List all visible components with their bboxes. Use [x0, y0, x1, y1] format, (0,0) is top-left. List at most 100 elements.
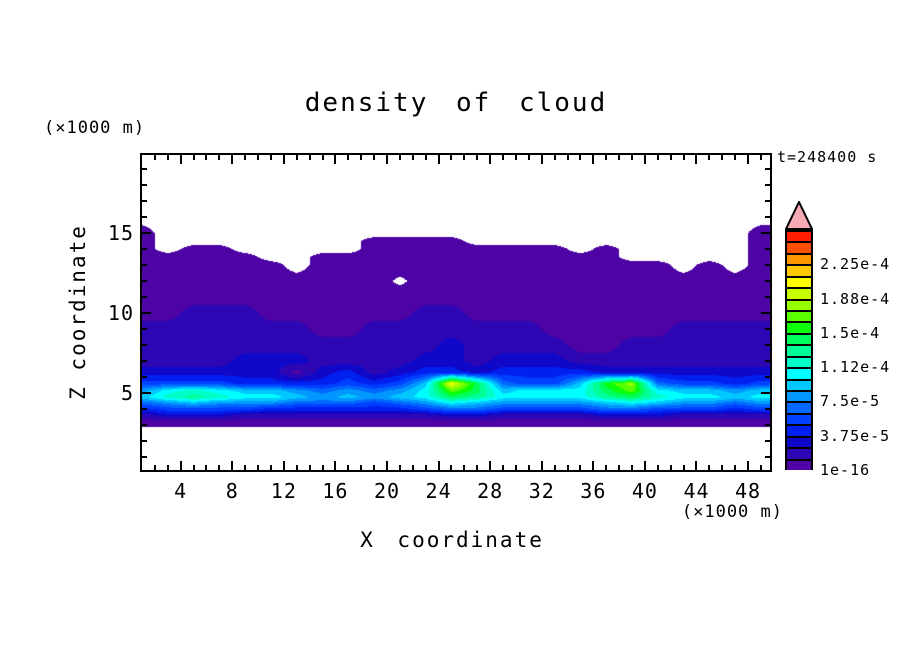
x-tick-label: 28	[477, 479, 504, 503]
y-minor-tick	[142, 440, 147, 443]
x-minor-tick	[257, 465, 260, 470]
contour-canvas	[142, 155, 770, 470]
x-major-tick	[695, 155, 698, 164]
x-minor-tick	[373, 155, 376, 160]
y-minor-tick	[142, 456, 147, 459]
x-major-tick	[643, 461, 646, 470]
x-axis-title: X coordinate	[360, 528, 544, 552]
x-tick-label: 20	[373, 479, 401, 503]
colorbar-cell	[787, 278, 811, 287]
x-minor-tick	[411, 465, 414, 470]
colorbar-cell	[787, 415, 811, 424]
x-minor-tick	[205, 465, 208, 470]
x-minor-tick	[631, 465, 634, 470]
y-major-tick	[761, 232, 770, 235]
x-minor-tick	[656, 465, 659, 470]
x-minor-tick	[321, 155, 324, 160]
x-minor-tick	[514, 465, 517, 470]
x-major-tick	[592, 461, 595, 470]
x-major-tick	[179, 155, 182, 164]
colorbar-cell	[787, 312, 811, 321]
x-minor-tick	[682, 155, 685, 160]
colorbar-cell	[787, 232, 811, 241]
x-major-tick	[282, 155, 285, 164]
y-minor-tick	[142, 408, 147, 411]
x-minor-tick	[347, 155, 350, 160]
x-minor-tick	[424, 155, 427, 160]
x-minor-tick	[398, 155, 401, 160]
x-minor-tick	[605, 155, 608, 160]
x-minor-tick	[153, 465, 156, 470]
x-major-tick	[334, 461, 337, 470]
x-major-tick	[489, 461, 492, 470]
colorbar-label: 1.12e-4	[820, 358, 891, 377]
plot-frame	[140, 153, 772, 472]
y-minor-tick	[765, 248, 770, 251]
x-minor-tick	[411, 155, 414, 160]
x-minor-tick	[205, 155, 208, 160]
x-minor-tick	[631, 155, 634, 160]
x-minor-tick	[269, 155, 272, 160]
colorbar-cell	[787, 438, 811, 447]
x-minor-tick	[257, 155, 260, 160]
y-minor-tick	[765, 328, 770, 331]
y-minor-tick	[765, 168, 770, 171]
x-tick-label: 12	[270, 479, 297, 503]
colorbar-cell	[787, 255, 811, 264]
x-minor-tick	[502, 155, 505, 160]
x-tick-label: 36	[580, 479, 607, 503]
x-tick-label: 40	[631, 479, 658, 503]
colorbar-cell	[787, 335, 811, 344]
chart-title: density of cloud	[304, 88, 608, 118]
x-minor-tick	[244, 465, 247, 470]
y-axis-title: Z coordinate	[66, 224, 90, 400]
colorbar-cell	[787, 403, 811, 413]
y-tick-label: 10	[107, 301, 134, 326]
x-minor-tick	[618, 155, 621, 160]
x-minor-tick	[514, 155, 517, 160]
x-minor-tick	[218, 465, 221, 470]
x-major-tick	[747, 155, 750, 164]
x-minor-tick	[669, 155, 672, 160]
x-major-tick	[231, 461, 234, 470]
x-minor-tick	[527, 465, 530, 470]
x-minor-tick	[721, 465, 724, 470]
x-minor-tick	[269, 465, 272, 470]
colorbar-cell	[787, 301, 811, 310]
y-minor-tick	[765, 264, 770, 267]
x-minor-tick	[476, 465, 479, 470]
colorbar-label: 1.88e-4	[820, 289, 891, 308]
colorbar-cell	[787, 426, 811, 436]
x-major-tick	[489, 155, 492, 164]
x-major-tick	[540, 461, 543, 470]
colorbar-cell	[787, 358, 811, 367]
x-minor-tick	[463, 155, 466, 160]
y-minor-tick	[142, 168, 147, 171]
y-major-tick	[761, 392, 770, 395]
colorbar-cell	[787, 369, 811, 379]
x-minor-tick	[373, 465, 376, 470]
colorbar-cell	[787, 289, 811, 299]
x-minor-tick	[360, 465, 363, 470]
x-minor-tick	[308, 465, 311, 470]
y-minor-tick	[142, 184, 147, 187]
y-tick-label: 5	[120, 381, 134, 406]
y-minor-tick	[142, 424, 147, 427]
colorbar-label: 7.5e-5	[820, 392, 881, 411]
x-axis-unit-label: (×1000 m)	[681, 502, 783, 522]
colorbar-cell	[787, 381, 811, 390]
y-minor-tick	[765, 184, 770, 187]
x-major-tick	[643, 155, 646, 164]
y-minor-tick	[765, 360, 770, 363]
y-minor-tick	[765, 216, 770, 219]
y-minor-tick	[765, 200, 770, 203]
y-major-tick	[761, 312, 770, 315]
x-minor-tick	[566, 155, 569, 160]
x-major-tick	[334, 155, 337, 164]
y-minor-tick	[765, 280, 770, 283]
y-minor-tick	[765, 424, 770, 427]
x-major-tick	[747, 461, 750, 470]
x-minor-tick	[166, 155, 169, 160]
y-minor-tick	[142, 328, 147, 331]
